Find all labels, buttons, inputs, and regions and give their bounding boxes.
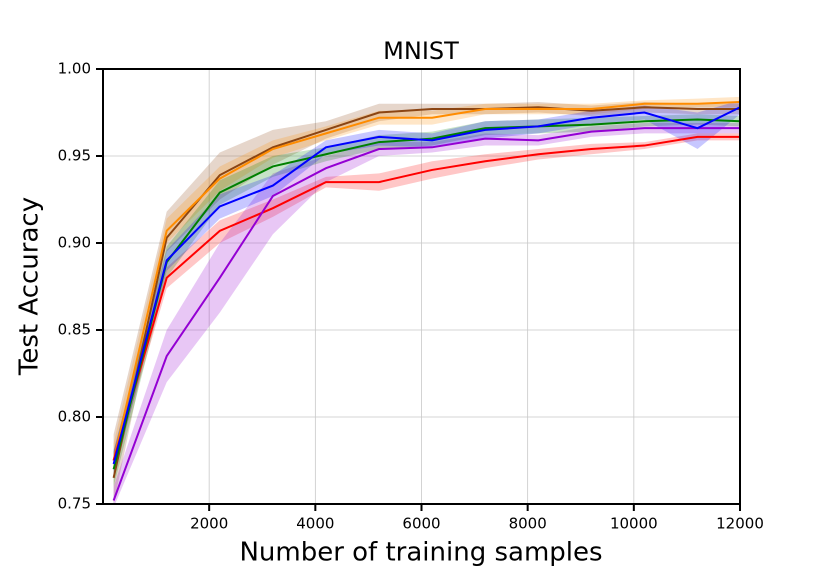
- y-tick-label: 0.95: [58, 147, 91, 165]
- line: [112, 106, 740, 465]
- confidence-band: [113, 133, 740, 470]
- y-tick-label: 0.85: [58, 321, 91, 339]
- y-tick-label: 0.80: [58, 408, 91, 426]
- confidence-band: [113, 100, 740, 478]
- line: [112, 135, 740, 461]
- y-tick-label: 1.00: [58, 60, 91, 78]
- x-tick-label: 10000: [610, 515, 658, 533]
- x-tick-label: 12000: [716, 515, 764, 533]
- x-axis-label: Number of training samples: [239, 538, 602, 568]
- confidence-band: [113, 122, 740, 504]
- plot-frame: [102, 68, 741, 505]
- line: [112, 127, 740, 501]
- y-tick-label: 0.90: [58, 234, 91, 252]
- line: [112, 101, 740, 461]
- chart-title: MNIST: [383, 37, 459, 65]
- x-tick-label: 8000: [509, 515, 547, 533]
- y-axis-label: Test Accuracy: [15, 197, 45, 376]
- y-tick-label: 0.75: [58, 495, 91, 513]
- x-tick-label: 6000: [402, 515, 440, 533]
- x-tick-label: 4000: [296, 515, 334, 533]
- line: [112, 118, 740, 470]
- line: [112, 106, 740, 479]
- x-tick-label: 2000: [190, 515, 228, 533]
- plot-area: [112, 96, 740, 504]
